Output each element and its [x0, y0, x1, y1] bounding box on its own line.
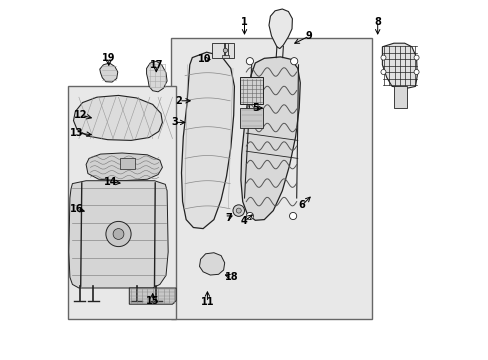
Bar [239, 77, 263, 104]
Polygon shape [268, 9, 292, 49]
Text: 9: 9 [305, 31, 312, 41]
Text: 5: 5 [251, 103, 258, 113]
Polygon shape [69, 181, 168, 288]
Circle shape [246, 212, 253, 220]
Bar [120, 158, 134, 169]
Polygon shape [73, 95, 162, 140]
Bar [212, 43, 233, 58]
Text: 13: 13 [70, 128, 83, 138]
Bar [222, 55, 228, 58]
Polygon shape [146, 61, 167, 92]
Text: 18: 18 [224, 272, 238, 282]
Text: 3: 3 [171, 117, 178, 127]
Polygon shape [382, 43, 416, 88]
Circle shape [113, 229, 123, 239]
Circle shape [413, 69, 418, 75]
Text: 16: 16 [70, 204, 83, 214]
Circle shape [223, 48, 227, 53]
Text: 11: 11 [200, 297, 214, 307]
Polygon shape [181, 52, 234, 229]
Text: 14: 14 [103, 177, 117, 187]
Text: 15: 15 [145, 296, 159, 306]
Text: 8: 8 [373, 17, 380, 27]
Circle shape [236, 208, 241, 213]
Circle shape [413, 55, 418, 60]
Bar [170, 38, 371, 319]
Text: 6: 6 [298, 200, 305, 210]
Circle shape [106, 221, 131, 247]
Polygon shape [86, 153, 162, 181]
Polygon shape [241, 57, 300, 220]
Bar [393, 86, 406, 108]
Circle shape [290, 58, 297, 65]
Polygon shape [129, 288, 176, 304]
Circle shape [380, 69, 385, 75]
Polygon shape [199, 253, 224, 275]
Text: 4: 4 [241, 216, 247, 226]
Circle shape [232, 205, 244, 216]
Text: 12: 12 [74, 110, 88, 120]
Circle shape [289, 212, 296, 220]
Polygon shape [100, 63, 118, 82]
Text: 17: 17 [149, 60, 163, 70]
Polygon shape [239, 108, 263, 128]
Circle shape [380, 55, 385, 60]
Text: 10: 10 [198, 54, 211, 64]
Text: 2: 2 [175, 96, 182, 106]
Text: 7: 7 [224, 213, 231, 223]
Bar [68, 86, 176, 319]
Text: 19: 19 [102, 53, 115, 63]
Text: 1: 1 [241, 17, 247, 27]
Circle shape [246, 58, 253, 65]
